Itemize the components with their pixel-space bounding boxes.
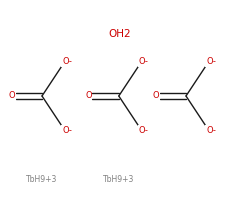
Text: O-: O- bbox=[62, 126, 72, 135]
Text: O: O bbox=[8, 92, 15, 100]
Text: O-: O- bbox=[139, 126, 149, 135]
Text: OH2: OH2 bbox=[109, 29, 131, 39]
Text: O-: O- bbox=[206, 57, 216, 66]
Text: O-: O- bbox=[139, 57, 149, 66]
Text: O-: O- bbox=[206, 126, 216, 135]
Text: O: O bbox=[152, 92, 159, 100]
Text: TbH9+3: TbH9+3 bbox=[26, 176, 58, 184]
Text: TbH9+3: TbH9+3 bbox=[103, 176, 134, 184]
Text: O-: O- bbox=[62, 57, 72, 66]
Text: O: O bbox=[85, 92, 92, 100]
